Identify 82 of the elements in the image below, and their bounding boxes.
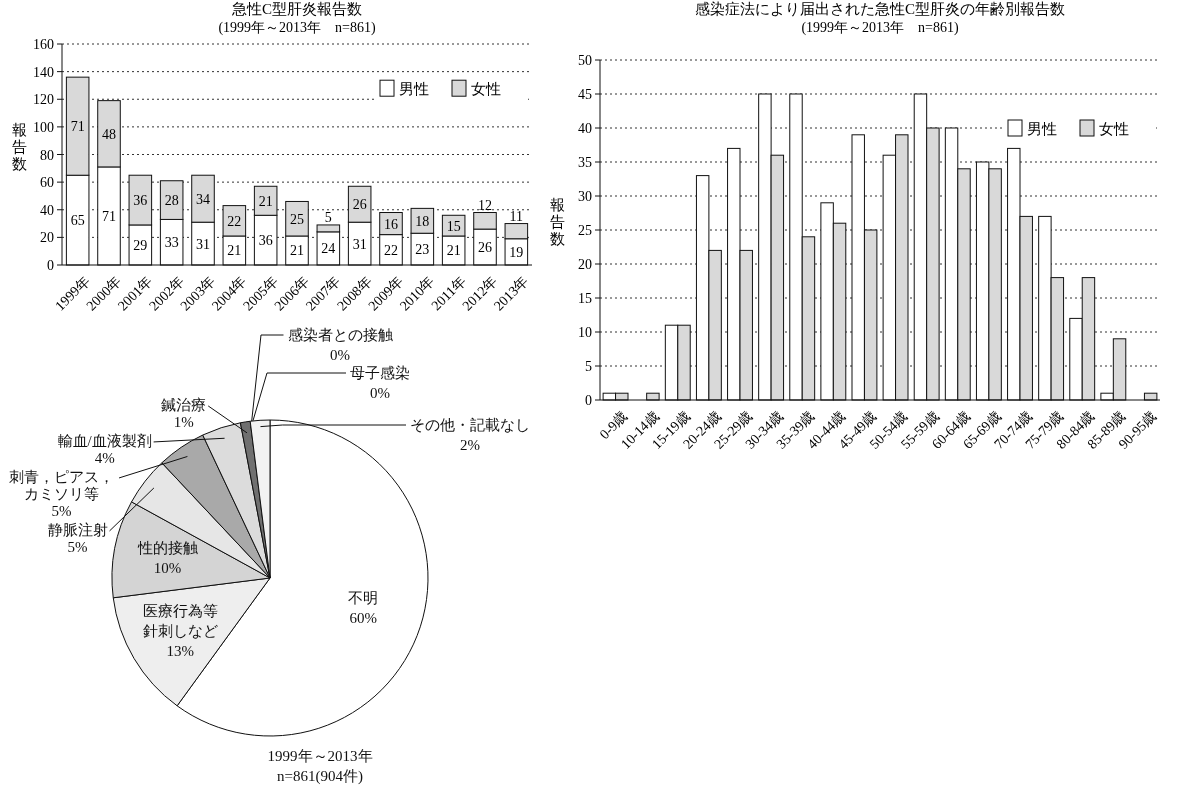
data-label: 23 bbox=[415, 242, 430, 258]
data-label: 31 bbox=[352, 236, 367, 252]
data-label: 29 bbox=[133, 237, 148, 253]
text: n=861(904件) bbox=[277, 767, 363, 786]
slice-label: 不明 bbox=[347, 589, 380, 609]
data-label: 11 bbox=[509, 208, 524, 224]
category-label: 感染者との接触 bbox=[287, 327, 393, 343]
y-tick-label: 30 bbox=[578, 189, 592, 204]
data-label: 26 bbox=[352, 197, 367, 213]
data-label: 31 bbox=[196, 236, 210, 252]
chart-title: 急性C型肝炎報告数 bbox=[230, 1, 363, 17]
y-axis-title: 報告数 bbox=[550, 197, 565, 247]
y-tick-label: 20 bbox=[40, 230, 54, 246]
data-label: 34 bbox=[196, 191, 210, 207]
data-label: 71 bbox=[102, 208, 116, 224]
data-label: 1% bbox=[172, 413, 195, 431]
y-tick-label: 25 bbox=[578, 223, 592, 238]
data-label: 60% bbox=[348, 609, 378, 629]
slice-label: 静脈注射 bbox=[47, 521, 108, 539]
data-label: 2% bbox=[459, 436, 481, 455]
slice-label: その他・記載なし bbox=[410, 416, 530, 435]
y-tick-label: 20 bbox=[578, 257, 592, 272]
y-tick-label: 35 bbox=[578, 155, 592, 170]
data-label: 5 bbox=[324, 209, 332, 225]
data-label: 16 bbox=[384, 216, 398, 232]
data-label: 13% bbox=[165, 642, 195, 662]
data-label: 22 bbox=[384, 242, 398, 258]
slice-label: 医療行為等針刺しなど bbox=[141, 602, 219, 642]
slice-label: 輸血/血液製剤 bbox=[57, 432, 152, 450]
y-tick-label: 40 bbox=[578, 121, 592, 136]
data-label: 12 bbox=[478, 197, 492, 213]
legend-label: 男性 bbox=[399, 81, 429, 98]
legend-label: 女性 bbox=[1099, 121, 1129, 137]
data-label: 21 bbox=[446, 243, 461, 259]
data-label: 15 bbox=[446, 218, 461, 234]
y-axis-title: 報告数 bbox=[12, 121, 27, 172]
y-tick-label: 45 bbox=[578, 87, 592, 102]
y-tick-label: 10 bbox=[578, 325, 592, 340]
category-label: 母子感染 bbox=[350, 365, 410, 381]
data-label: 18 bbox=[415, 213, 430, 229]
y-tick-label: 120 bbox=[33, 92, 54, 108]
data-label: 5% bbox=[66, 538, 89, 556]
chart-subtitle: (1999年～2013年 n=861) bbox=[218, 20, 376, 36]
data-label: 21 bbox=[258, 193, 273, 209]
data-label: 36 bbox=[258, 233, 273, 249]
data-label: 22 bbox=[227, 213, 242, 229]
data-label: 65 bbox=[70, 213, 85, 229]
chart-title: 感染症法により届出された急性C型肝炎の年齢別報告数 bbox=[694, 1, 1066, 17]
legend-label: 男性 bbox=[1027, 121, 1057, 137]
data-label: 10% bbox=[152, 559, 183, 579]
data-label: 25 bbox=[290, 211, 304, 227]
data-label: 28 bbox=[164, 193, 179, 209]
data-label: 19 bbox=[509, 244, 524, 260]
y-tick-label: 40 bbox=[40, 202, 54, 218]
data-label: 48 bbox=[102, 126, 116, 142]
y-tick-label: 5 bbox=[585, 359, 592, 374]
y-tick-label: 100 bbox=[33, 119, 54, 135]
y-tick-label: 160 bbox=[33, 37, 54, 52]
y-tick-label: 50 bbox=[578, 53, 592, 68]
data-label: 24 bbox=[321, 241, 336, 257]
data-label: 71 bbox=[70, 119, 85, 135]
slice-label: 鍼治療 bbox=[161, 396, 207, 414]
text: 0% bbox=[370, 385, 390, 401]
data-label: 33 bbox=[164, 235, 179, 251]
y-tick-label: 140 bbox=[33, 64, 54, 80]
y-tick-label: 60 bbox=[40, 175, 54, 191]
text: 0% bbox=[330, 347, 350, 363]
y-tick-label: 80 bbox=[40, 147, 54, 163]
data-label: 5% bbox=[50, 502, 73, 520]
data-label: 26 bbox=[478, 240, 492, 256]
text: 1999年～2013年 bbox=[267, 747, 373, 766]
data-label: 21 bbox=[227, 243, 242, 259]
data-label: 4% bbox=[93, 449, 116, 467]
data-label: 36 bbox=[133, 193, 148, 209]
legend-label: 女性 bbox=[471, 81, 501, 98]
y-tick-label: 15 bbox=[578, 291, 592, 306]
y-tick-label: 0 bbox=[47, 258, 54, 273]
y-tick-label: 0 bbox=[585, 393, 592, 408]
slice-label: 性的接触 bbox=[136, 539, 199, 559]
slice-label: 刺青，ピアス，カミソリ等 bbox=[8, 468, 116, 503]
chart-subtitle: (1999年～2013年 n=861) bbox=[801, 20, 959, 36]
data-label: 21 bbox=[290, 243, 304, 259]
